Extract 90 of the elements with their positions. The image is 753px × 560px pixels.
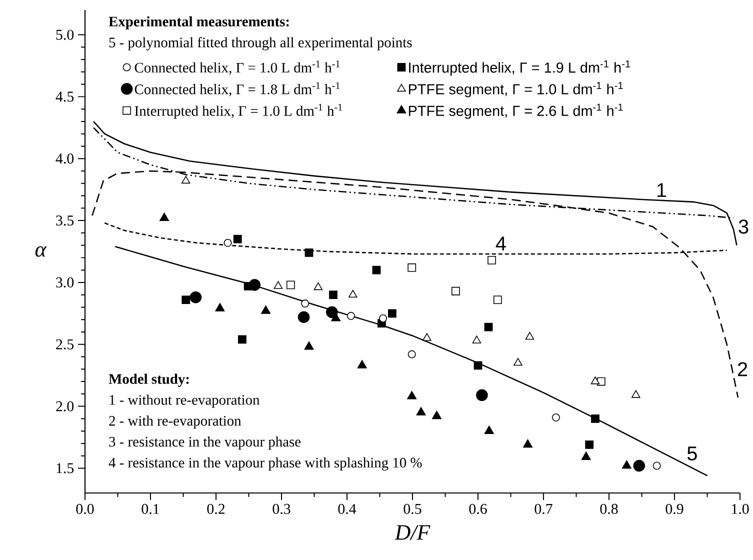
y-tick-label: 2.5	[56, 339, 74, 350]
y-tick-label: 5.0	[56, 30, 74, 40]
annotation: 1 - without re-evaporation	[110, 394, 260, 408]
y-tick-label: 1.5	[56, 463, 74, 474]
point	[407, 391, 417, 400]
x-tick-label: 0.1	[142, 504, 159, 514]
point	[484, 322, 493, 332]
point	[372, 266, 381, 274]
point	[182, 296, 190, 304]
annotation: 1	[657, 183, 666, 197]
legend-title: Experimental measurements:	[108, 16, 289, 30]
point	[585, 440, 594, 449]
point	[301, 300, 310, 308]
point	[488, 256, 496, 264]
annotation: 2 - with re-evaporation	[109, 416, 242, 429]
x-tick-label: 1.0	[732, 504, 749, 514]
annotation: 5 - polynomial fitted through all experimental points	[109, 37, 412, 50]
point	[329, 290, 338, 300]
point	[590, 376, 600, 384]
point	[238, 335, 246, 344]
legend-label: Connected helix, Γ = 1.0 L dm$^{-1}$ h$^{-1}$	[134, 60, 340, 75]
point	[326, 306, 338, 318]
x-tick-label: 0.7	[534, 504, 552, 514]
point	[181, 176, 190, 184]
annotation: 3	[738, 220, 748, 234]
point	[416, 407, 426, 416]
point	[190, 291, 202, 304]
point	[408, 263, 416, 272]
point	[298, 311, 310, 324]
point	[525, 332, 534, 340]
x-tick-label: 0.8	[600, 504, 618, 514]
point	[581, 452, 591, 460]
point	[286, 280, 295, 290]
point	[591, 414, 600, 423]
annotation: 4 - resistance in the vapour phase with splashing 10 %	[108, 457, 422, 471]
point	[379, 314, 388, 322]
legend-label: PTFE segment, Γ = 2.6 L dm$^{-1}$ h$^{-1}$	[408, 104, 623, 119]
point	[422, 333, 432, 341]
legend-label: Interrupted helix, Γ = 1.0 L dm$^{-1}$ h$^{-1}$	[134, 104, 342, 119]
point	[233, 234, 242, 244]
point	[493, 296, 502, 304]
annotation: 4	[496, 236, 506, 250]
x-tick-label: 0.4	[338, 504, 356, 514]
point	[304, 248, 314, 257]
y-tick-label: 4.5	[56, 92, 74, 102]
point	[622, 460, 632, 469]
point	[304, 341, 314, 350]
point	[261, 306, 271, 314]
point	[314, 282, 323, 290]
point	[523, 439, 533, 448]
x-tick-label: 0.6	[469, 504, 487, 514]
point	[432, 410, 442, 420]
point	[244, 282, 252, 290]
point	[408, 350, 416, 358]
point	[357, 360, 367, 368]
y-tick-label: 3.0	[56, 277, 74, 288]
legend-label: Interrupted helix, Γ = 1.9 L dm$^{-1}$ h$^{-1}$	[409, 60, 630, 76]
y-tick-label: 4.0	[56, 154, 74, 164]
x-tick-label: 0.3	[272, 504, 290, 514]
point	[514, 358, 522, 366]
x-tick-label: 0.2	[207, 504, 225, 514]
point	[633, 460, 646, 472]
x-tick-label: 0.0	[76, 504, 94, 514]
point	[631, 390, 640, 398]
point	[476, 389, 488, 402]
annotation: Model study:	[108, 374, 189, 387]
point	[652, 462, 661, 470]
point	[552, 413, 560, 422]
point	[474, 361, 482, 370]
x-axis-title: D/F	[394, 525, 430, 540]
annotation: 3 - resistance in the vapour phase	[109, 436, 301, 450]
point	[452, 286, 460, 296]
y-axis-title: α	[35, 246, 47, 257]
annotation: 5	[687, 446, 697, 460]
point	[472, 336, 482, 344]
point	[274, 281, 283, 289]
y-tick-label: 2.0	[56, 401, 74, 412]
x-tick-label: 0.5	[404, 504, 422, 514]
point	[215, 303, 225, 312]
point	[484, 426, 494, 434]
point	[348, 290, 358, 298]
x-tick-label: 0.9	[666, 504, 684, 514]
point	[388, 309, 396, 318]
y-tick-label: 3.5	[56, 215, 74, 226]
annotation: 2	[738, 362, 748, 376]
legend-label: Connected helix, Γ = 1.8 L dm$^{-1}$ h$^{-1}$	[134, 82, 340, 96]
point	[224, 238, 232, 247]
point	[160, 212, 169, 221]
point	[346, 312, 355, 320]
legend-label: PTFE segment, Γ = 1.0 L dm$^{-1}$ h$^{-1}$	[408, 82, 623, 98]
